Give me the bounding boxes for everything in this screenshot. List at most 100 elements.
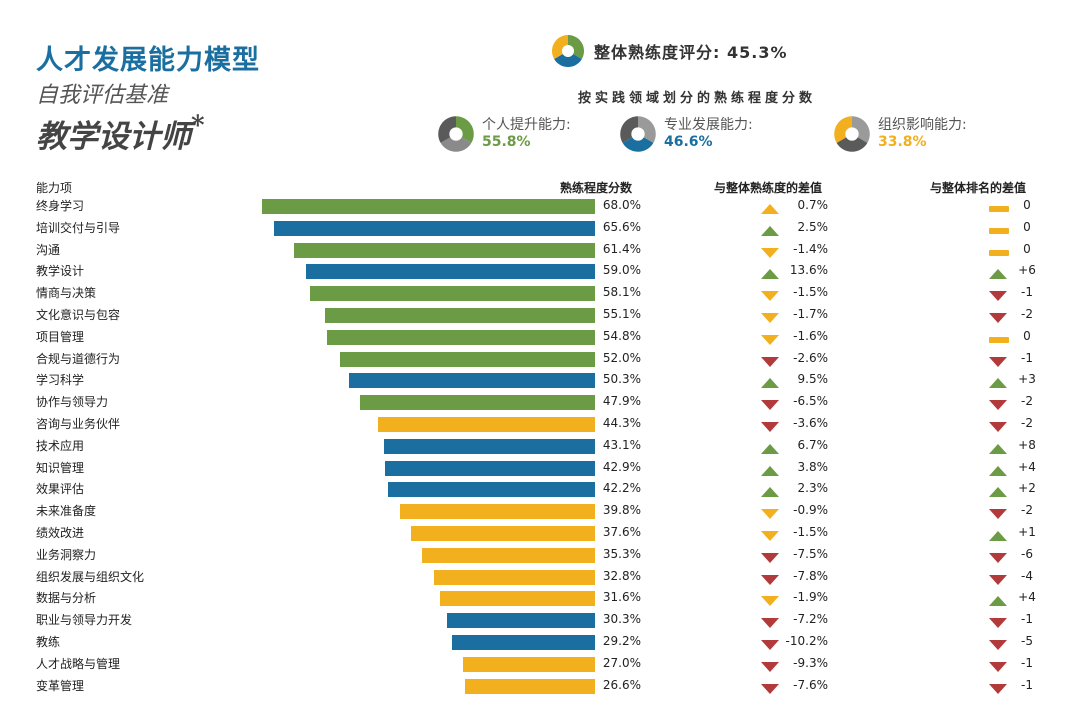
up-triangle-icon (760, 265, 780, 280)
down-triangle-icon (988, 614, 1010, 629)
down-triangle-icon (988, 571, 1010, 585)
down-triangle-icon (760, 353, 780, 367)
rank-diff-value: -1 (1021, 655, 1033, 670)
capability-label: 人才战略与管理 (36, 656, 121, 671)
diff-value: -0.9% (793, 503, 828, 518)
down-triangle-icon (760, 636, 780, 650)
diff-value: -7.8% (793, 568, 828, 583)
score-value: 59.0% (602, 263, 641, 278)
down-triangle-icon (760, 331, 780, 345)
overall-score-value: 45.3% (726, 43, 788, 62)
table-row: 数据与分析 31.6% -1.9% +4 (0, 588, 1080, 610)
table-row: 效果评估 42.2% 2.3% +2 (0, 479, 1080, 501)
score-value: 39.8% (602, 503, 641, 518)
rank-diff-value: -2 (1021, 503, 1033, 518)
down-triangle-icon (988, 549, 1010, 563)
col-header-diff: 与整体熟练度的差值 (714, 181, 823, 195)
rank-diff-value: 0 (1023, 241, 1031, 256)
rank-diff-value: -1 (1021, 612, 1033, 627)
diff-value: -10.2% (785, 634, 828, 648)
col-header-score: 熟练程度分数 (560, 181, 633, 195)
capability-label: 情商与决策 (36, 286, 97, 301)
score-value: 68.0% (602, 198, 641, 212)
down-triangle-icon (988, 418, 1010, 432)
diff-value: -7.5% (793, 546, 828, 561)
score-bar (384, 460, 595, 476)
table-row: 人才战略与管理 27.0% -9.3% -1 (0, 654, 1080, 676)
up-triangle-icon (988, 483, 1010, 498)
legend-personal-value: 55.8% (482, 134, 531, 150)
diff-value: -1.6% (793, 328, 828, 343)
up-triangle-icon (760, 200, 780, 214)
score-bar (348, 373, 595, 389)
diff-value: -1.5% (793, 285, 828, 300)
score-bar (440, 591, 595, 607)
legend-professional: 专业发展能力: 46.6% (618, 114, 753, 154)
legend-professional-value: 46.6% (664, 134, 713, 150)
capability-label: 知识管理 (36, 460, 85, 475)
capability-label: 终身学习 (36, 199, 85, 213)
score-value: 43.1% (602, 437, 641, 452)
personal-domain-icon (438, 116, 474, 152)
down-triangle-icon (760, 418, 780, 432)
diff-value: -1.4% (793, 241, 828, 256)
rank-diff-value: -5 (1021, 634, 1033, 648)
score-value: 27.0% (602, 655, 641, 670)
score-value: 44.3% (602, 416, 641, 430)
diff-value: -1.7% (793, 307, 828, 321)
score-bar (388, 482, 595, 498)
capability-label: 技术应用 (36, 438, 85, 453)
table-row: 业务洞察力 35.3% -7.5% -6 (0, 545, 1080, 567)
rank-diff-value: -6 (1021, 546, 1033, 561)
diff-value: -9.3% (793, 655, 828, 670)
score-bar (378, 417, 595, 432)
diff-value: 3.8% (797, 459, 829, 474)
legend-organizational: 组织影响能力: 33.8% (832, 114, 967, 154)
up-triangle-icon (988, 592, 1010, 607)
score-bar (462, 656, 595, 672)
down-triangle-icon (988, 658, 1010, 672)
score-bar (452, 635, 595, 650)
capability-label: 效果评估 (36, 482, 85, 497)
score-bar (422, 547, 595, 563)
diff-value: -6.5% (793, 394, 828, 409)
score-bar (294, 242, 595, 258)
capability-label: 合规与道德行为 (36, 351, 121, 366)
score-bar (326, 329, 595, 345)
score-bar (410, 526, 595, 541)
domain-caption: 按实践领域划分的熟练程度分数 (578, 91, 817, 106)
diff-value: -2.6% (793, 350, 828, 365)
score-value: 42.2% (602, 481, 641, 496)
table-row: 协作与领导力 47.9% -6.5% -2 (0, 392, 1080, 414)
up-triangle-icon (760, 222, 780, 236)
legend-organizational-value: 33.8% (878, 134, 927, 150)
page-subtitle: 自我评估基准 (36, 83, 169, 108)
down-triangle-icon (760, 549, 780, 563)
down-triangle-icon (760, 592, 780, 607)
score-value: 30.3% (602, 612, 641, 627)
down-triangle-icon (760, 614, 780, 629)
capability-label: 协作与领导力 (36, 395, 109, 410)
rank-diff-value: -2 (1021, 416, 1033, 430)
score-value: 37.6% (602, 525, 641, 539)
rank-diff-value: +1 (1018, 525, 1036, 539)
score-value: 31.6% (602, 590, 641, 605)
down-triangle-icon (988, 309, 1010, 323)
tricolor-logo-icon (551, 35, 585, 68)
score-value: 52.0% (602, 350, 641, 365)
diff-value: 0.7% (797, 198, 829, 212)
col-header-capability: 能力项 (36, 181, 73, 195)
rank-diff-value: -2 (1021, 394, 1033, 409)
down-triangle-icon (760, 287, 780, 302)
table-row: 知识管理 42.9% 3.8% +4 (0, 458, 1080, 480)
page-title: 人才发展能力模型 (36, 45, 260, 76)
score-bar (340, 351, 595, 367)
legend-professional-label: 专业发展能力: (664, 117, 753, 133)
role-name: 教学设计师 (36, 119, 191, 155)
score-bar (360, 395, 595, 411)
score-value: 55.1% (602, 307, 641, 321)
organizational-domain-icon (834, 116, 870, 152)
score-value: 47.9% (602, 394, 641, 409)
professional-domain-icon (620, 116, 656, 152)
up-triangle-icon (988, 374, 1010, 389)
